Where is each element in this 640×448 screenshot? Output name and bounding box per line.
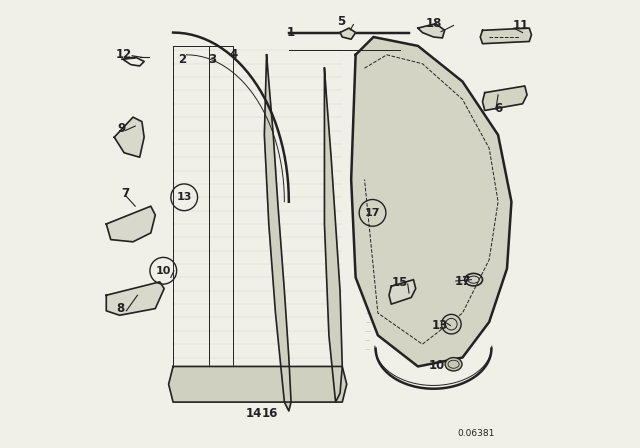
Polygon shape <box>324 68 342 402</box>
Text: 10: 10 <box>429 359 445 372</box>
Text: 13: 13 <box>177 192 192 202</box>
Polygon shape <box>168 366 347 402</box>
Text: 0.06381: 0.06381 <box>457 429 495 438</box>
Polygon shape <box>418 24 445 38</box>
Text: 4: 4 <box>229 48 237 61</box>
Text: 8: 8 <box>116 302 125 315</box>
Text: 11: 11 <box>512 19 529 32</box>
Text: 15: 15 <box>392 276 408 289</box>
Text: 14: 14 <box>246 407 262 420</box>
Text: 10: 10 <box>156 266 171 276</box>
Text: 2: 2 <box>178 53 186 66</box>
Polygon shape <box>106 206 156 242</box>
Polygon shape <box>264 55 291 411</box>
Polygon shape <box>106 282 164 315</box>
Circle shape <box>442 314 461 334</box>
Text: 13: 13 <box>432 319 449 332</box>
Text: 9: 9 <box>118 122 126 135</box>
Text: 16: 16 <box>262 407 278 420</box>
Text: 5: 5 <box>337 15 346 28</box>
Ellipse shape <box>445 358 462 371</box>
Text: 1: 1 <box>287 26 295 39</box>
Text: 12: 12 <box>116 48 132 61</box>
Polygon shape <box>483 86 527 111</box>
Polygon shape <box>389 280 416 304</box>
Text: 6: 6 <box>494 102 502 115</box>
Text: 7: 7 <box>122 187 129 200</box>
Polygon shape <box>351 37 511 366</box>
Text: 18: 18 <box>426 17 442 30</box>
Polygon shape <box>340 28 356 39</box>
Polygon shape <box>115 117 144 157</box>
Text: 3: 3 <box>208 53 216 66</box>
Text: 17: 17 <box>365 208 380 218</box>
Polygon shape <box>480 28 531 44</box>
Text: 17: 17 <box>454 276 470 289</box>
